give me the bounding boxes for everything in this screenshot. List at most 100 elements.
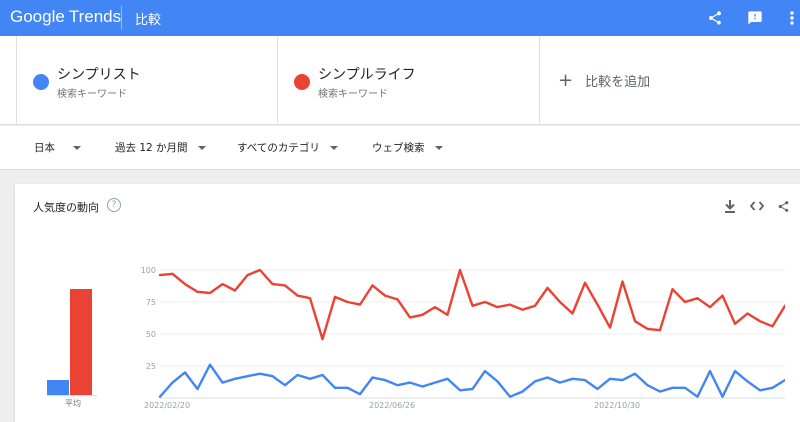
embed-icon[interactable] (746, 196, 768, 216)
data-point-term-1 (371, 376, 374, 379)
search-type-dropdown[interactable]: ウェブ検索 (372, 140, 443, 155)
data-point-term-1 (784, 379, 785, 381)
data-point-term-2 (584, 281, 586, 284)
period-dropdown[interactable]: 過去 12 か月間 (115, 140, 206, 155)
add-comparison-label: 比較を追加 (585, 75, 651, 90)
data-point-term-1 (284, 384, 286, 387)
data-point-term-2 (509, 303, 511, 306)
series-line-term-1[interactable] (158, 363, 785, 398)
data-point-term-1 (159, 395, 161, 398)
interest-line-chart[interactable]: 100 75 50 25 2022/02/20 2022/06/26 2022/10/30 (120, 242, 785, 412)
data-point-term-1 (321, 374, 324, 376)
data-point-term-1 (696, 395, 699, 398)
dropdown-caret-icon (197, 145, 206, 150)
app-bar-divider (121, 6, 122, 30)
data-point-term-2 (721, 294, 724, 297)
data-point-term-1 (721, 395, 724, 398)
interest-over-time-card: 人気度の動向 ? 平均 100 75 50 25 2022/02/20 2022/06/2… (15, 184, 800, 422)
feedback-icon[interactable] (743, 6, 767, 30)
y-tick-label: 50 (146, 330, 156, 339)
data-point-term-1 (384, 379, 386, 381)
data-point-term-2 (459, 269, 461, 271)
data-point-term-1 (646, 384, 649, 387)
search-terms-bar: シンプリスト 検索キーワード シンプルライフ 検索キーワード + 比較を追加 (0, 36, 800, 125)
data-point-term-2 (384, 294, 386, 297)
y-tick-label: 75 (146, 298, 156, 307)
data-point-term-2 (309, 297, 311, 300)
data-point-term-2 (246, 274, 249, 276)
data-point-term-1 (259, 372, 261, 375)
data-point-term-2 (221, 283, 224, 285)
data-point-term-1 (396, 384, 399, 387)
data-point-term-2 (521, 308, 524, 311)
data-point-term-1 (596, 388, 599, 390)
y-tick-label: 25 (146, 362, 156, 371)
data-point-term-1 (621, 379, 624, 381)
data-point-term-2 (196, 290, 199, 293)
data-point-term-2 (484, 301, 486, 303)
data-point-term-2 (421, 313, 424, 316)
more-vert-icon[interactable] (784, 6, 800, 30)
data-point-term-2 (684, 301, 686, 303)
data-point-term-1 (559, 381, 561, 384)
search-term-2[interactable]: シンプルライフ 検索キーワード (278, 36, 540, 125)
filter-bar: 日本 過去 12 か月間 すべてのカテゴリ ウェブ検索 (0, 126, 800, 170)
plus-icon: + (558, 70, 574, 91)
region-dropdown[interactable]: 日本 (34, 140, 81, 155)
data-point-term-1 (221, 381, 224, 384)
data-point-term-1 (634, 372, 636, 375)
data-point-term-1 (759, 389, 761, 392)
search-term-1[interactable]: シンプリスト 検索キーワード (16, 36, 278, 125)
data-point-term-2 (746, 312, 749, 315)
data-point-term-1 (184, 371, 186, 374)
share-icon[interactable] (773, 196, 793, 216)
download-icon[interactable] (720, 196, 740, 216)
help-icon[interactable]: ? (107, 198, 121, 212)
add-comparison-button[interactable]: + 比較を追加 (558, 36, 650, 125)
average-bar-term-1[interactable] (47, 379, 69, 395)
data-point-term-2 (621, 280, 624, 283)
data-point-term-2 (784, 304, 785, 307)
data-point-term-1 (471, 388, 474, 390)
category-dropdown[interactable]: すべてのカテゴリ (237, 140, 338, 155)
series-line-term-2[interactable] (158, 268, 785, 341)
x-tick-label: 2022/06/26 (369, 401, 415, 410)
x-tick-label: 2022/10/30 (594, 401, 640, 410)
data-point-term-1 (246, 375, 249, 378)
y-tick-label: 100 (141, 266, 156, 275)
data-point-term-2 (159, 274, 161, 276)
data-point-term-2 (546, 287, 549, 289)
average-chart: 平均 (45, 234, 101, 408)
region-value: 日本 (34, 142, 55, 154)
average-bar-term-2[interactable] (70, 288, 92, 395)
data-point-term-2 (471, 304, 474, 307)
data-point-term-2 (709, 306, 711, 308)
data-point-term-1 (334, 386, 336, 389)
data-point-term-2 (446, 313, 449, 316)
data-point-term-1 (271, 375, 274, 378)
data-point-term-1 (534, 380, 536, 383)
data-point-term-2 (634, 320, 636, 323)
data-point-term-2 (334, 296, 336, 298)
data-point-term-2 (734, 322, 736, 325)
data-point-term-1 (521, 390, 524, 393)
data-point-term-2 (371, 284, 374, 287)
data-point-term-2 (234, 289, 236, 292)
data-point-term-1 (209, 363, 211, 366)
brand-trends: Trends (68, 7, 122, 26)
data-point-term-1 (446, 377, 449, 380)
data-point-term-2 (496, 306, 499, 308)
data-point-term-1 (746, 380, 749, 383)
data-point-term-1 (671, 386, 674, 389)
data-point-term-2 (296, 294, 299, 297)
term-name: シンプルライフ (318, 67, 416, 83)
data-point-term-1 (771, 386, 774, 389)
data-point-term-2 (659, 329, 661, 332)
google-trends-logo[interactable]: Google Trends (10, 7, 121, 27)
share-icon[interactable] (703, 6, 727, 30)
dropdown-caret-icon (434, 145, 443, 150)
data-point-term-2 (696, 297, 699, 300)
data-point-term-2 (409, 316, 411, 319)
data-point-term-2 (759, 320, 761, 323)
period-value: 過去 12 か月間 (115, 142, 188, 154)
